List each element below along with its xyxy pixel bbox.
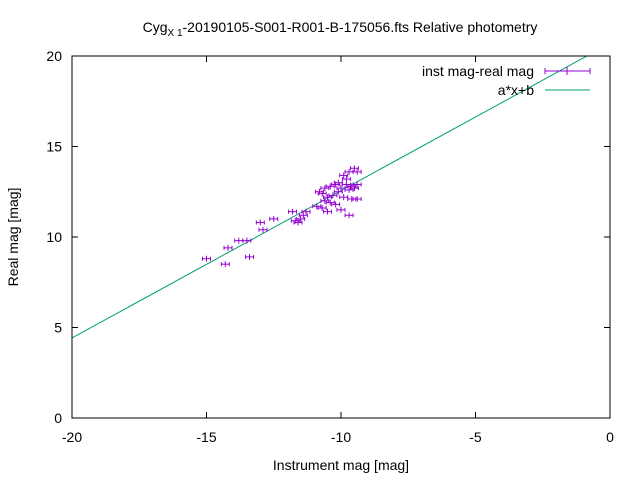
data-point <box>220 261 230 268</box>
data-point <box>349 185 359 192</box>
data-point <box>341 176 351 183</box>
chart-title-subscript: X 1 <box>168 28 183 39</box>
data-point <box>344 168 354 175</box>
x-tick-label: 0 <box>606 429 614 445</box>
data-point <box>296 215 306 222</box>
data-point <box>344 212 354 219</box>
y-tick-label: 20 <box>46 48 62 64</box>
data-point <box>352 181 362 188</box>
legend-label-fit: a*x+b <box>498 82 534 98</box>
data-point <box>352 195 362 202</box>
x-axis-label: Instrument mag [mag] <box>273 457 409 473</box>
chart-title: CygX 1-20190105-S001-R001-B-175056.fts R… <box>143 19 538 39</box>
x-tick-label: -5 <box>469 429 482 445</box>
y-tick-label: 15 <box>46 139 62 155</box>
plot-frame <box>71 55 611 419</box>
data-point <box>333 188 343 195</box>
chart-title-main: Cyg <box>143 19 168 35</box>
y-tick-label: 0 <box>54 410 62 426</box>
chart-title-rest: -20190105-S001-R001-B-175056.fts Relativ… <box>183 19 538 35</box>
data-point <box>242 237 252 244</box>
data-point <box>336 206 346 213</box>
data-point <box>269 215 279 222</box>
data-point <box>339 194 349 201</box>
legend: inst mag-real mag a*x+b <box>422 63 591 98</box>
data-point <box>339 172 349 179</box>
data-point <box>325 199 335 206</box>
data-point <box>245 253 255 260</box>
x-tick-label: -15 <box>196 429 216 445</box>
data-point <box>288 208 298 215</box>
data-point <box>258 226 268 233</box>
y-axis-label: Real mag [mag] <box>5 188 21 287</box>
data-point <box>301 208 311 215</box>
y-tick-label: 10 <box>46 229 62 245</box>
legend-label-inst-mag: inst mag-real mag <box>422 63 534 79</box>
data-point <box>223 244 233 251</box>
data-point <box>349 165 359 172</box>
x-tick-label: -10 <box>331 429 351 445</box>
data-point <box>352 168 362 175</box>
data-point <box>317 205 327 212</box>
data-point <box>255 219 265 226</box>
data-point <box>234 237 244 244</box>
data-point <box>341 181 351 188</box>
data-point <box>328 192 338 199</box>
data-point <box>331 201 341 208</box>
x-tick-label: -20 <box>62 429 82 445</box>
y-tick-label: 5 <box>54 320 62 336</box>
data-point <box>323 208 333 215</box>
data-point <box>202 255 211 262</box>
data-point <box>298 212 308 219</box>
data-point <box>293 219 303 226</box>
data-point <box>317 190 327 197</box>
